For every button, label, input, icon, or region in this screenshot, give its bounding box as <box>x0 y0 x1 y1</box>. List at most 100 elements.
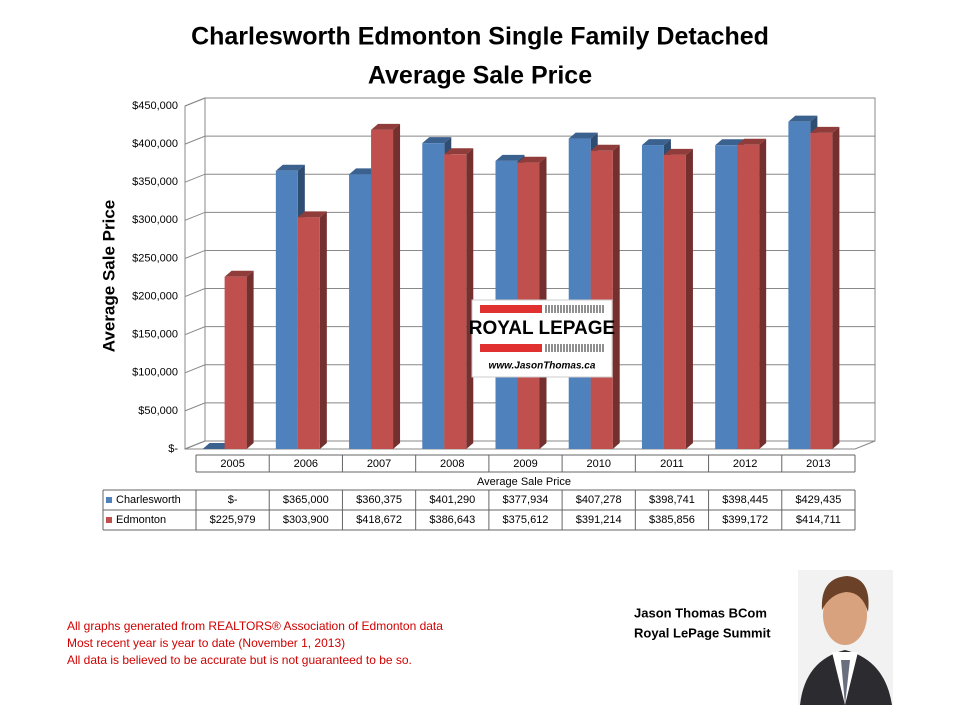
bar-side <box>612 144 620 450</box>
bar-top <box>422 137 452 144</box>
agent-name: Jason Thomas BCom <box>634 605 767 620</box>
y-tick-label: $50,000 <box>138 405 178 417</box>
y-tick-label: $350,000 <box>132 176 178 188</box>
table-value: $399,172 <box>722 514 768 526</box>
table-value: $414,711 <box>796 514 841 526</box>
bar <box>275 170 298 450</box>
y-tick-label: $100,000 <box>132 367 178 379</box>
bar <box>715 145 738 449</box>
table-value: $401,290 <box>429 494 475 506</box>
grid-line <box>184 135 875 145</box>
x-tick-label: 2006 <box>294 458 318 470</box>
bar-top <box>663 148 693 155</box>
bar-top <box>715 139 745 146</box>
bar-top <box>349 168 379 175</box>
bar <box>568 138 591 449</box>
bar <box>737 144 760 449</box>
bar-side <box>832 126 840 449</box>
bar-top <box>224 270 254 277</box>
bar <box>422 143 445 449</box>
legend-label: Edmonton <box>116 514 166 526</box>
logo-stripe <box>480 305 542 313</box>
logo-barcode <box>545 305 604 352</box>
bar-top <box>517 156 547 163</box>
bar <box>224 276 247 449</box>
bar-top <box>641 139 671 146</box>
bar-top <box>202 443 232 449</box>
table-value: $225,979 <box>210 514 256 526</box>
chart-title: Charlesworth Edmonton Single Family Deta… <box>191 23 769 51</box>
y-tick-label: $250,000 <box>132 252 178 264</box>
x-tick-label: 2009 <box>513 458 537 470</box>
table-lines <box>102 454 856 531</box>
table-value: $407,278 <box>576 494 622 506</box>
side-wall <box>184 97 206 450</box>
x-tick-label: 2013 <box>806 458 830 470</box>
bar-side <box>466 148 474 449</box>
chart-subtitle: Average Sale Price <box>368 62 592 90</box>
bar <box>297 217 320 449</box>
table-title: Average Sale Price <box>477 476 571 488</box>
y-tick-label: $- <box>168 443 178 455</box>
note: All graphs generated from REALTORS® Asso… <box>67 619 443 633</box>
note: All data is believed to be accurate but … <box>67 653 412 667</box>
bar <box>788 121 811 449</box>
x-tick-label: 2005 <box>220 458 244 470</box>
bar <box>810 132 833 449</box>
bar-top <box>444 148 474 155</box>
bar-top <box>590 144 620 151</box>
bar-side <box>685 148 693 450</box>
x-tick-label: 2011 <box>660 458 684 470</box>
table-value: $418,672 <box>356 514 402 526</box>
bar-side <box>393 123 401 449</box>
bar-side <box>246 270 254 449</box>
logo: ROYAL LEPAGE www.JasonThomas.ca <box>469 299 615 378</box>
table-value: $385,856 <box>649 514 695 526</box>
bar <box>663 154 686 450</box>
table-value: $429,435 <box>795 494 841 506</box>
table-value: $- <box>228 494 238 506</box>
table-value: $360,375 <box>356 494 402 506</box>
photo-hair <box>821 576 869 612</box>
grid-line <box>184 97 875 107</box>
y-tick-label: $400,000 <box>132 138 178 150</box>
legend-swatch <box>106 517 112 523</box>
logo-brand: ROYAL LEPAGE <box>469 318 615 339</box>
bar <box>444 154 467 449</box>
table-value: $386,643 <box>429 514 475 526</box>
legend-label: Charlesworth <box>116 494 181 506</box>
agent-company: Royal LePage Summit <box>634 625 771 640</box>
y-axis-title: Average Sale Price <box>99 200 118 352</box>
table-value: $398,445 <box>722 494 768 506</box>
y-tick-label: $450,000 <box>132 100 178 112</box>
table-value: $398,741 <box>649 494 695 506</box>
x-tick-label: 2010 <box>586 458 610 470</box>
logo-url: www.JasonThomas.ca <box>489 361 596 372</box>
x-tick-label: 2007 <box>367 458 391 470</box>
x-tick-label: 2008 <box>440 458 464 470</box>
y-tick-label: $300,000 <box>132 214 178 226</box>
bar-top <box>297 211 327 218</box>
table-value: $303,900 <box>283 514 329 526</box>
bar-top <box>495 154 525 161</box>
bar-side <box>319 211 327 449</box>
bar-top <box>788 115 818 122</box>
table-value: $377,934 <box>503 494 549 506</box>
y-tick-label: $200,000 <box>132 290 178 302</box>
y-tick-label: $150,000 <box>132 329 178 341</box>
logo-stripe <box>480 344 542 352</box>
x-tick-label: 2012 <box>733 458 757 470</box>
agent-photo <box>798 570 893 705</box>
photo-face <box>823 585 867 645</box>
bar-top <box>275 164 305 171</box>
bar <box>641 145 664 450</box>
bar-side <box>759 138 767 449</box>
bar <box>349 174 372 450</box>
data-table: 2005 2006 2007 2008 2009 2010 2011 2012 2013 Char… <box>102 454 856 531</box>
table-value: $391,214 <box>576 514 622 526</box>
legend-swatch <box>106 497 112 503</box>
note: Most recent year is year to date (Novemb… <box>67 636 345 650</box>
bar-top <box>810 126 840 133</box>
bar-top <box>568 132 598 139</box>
